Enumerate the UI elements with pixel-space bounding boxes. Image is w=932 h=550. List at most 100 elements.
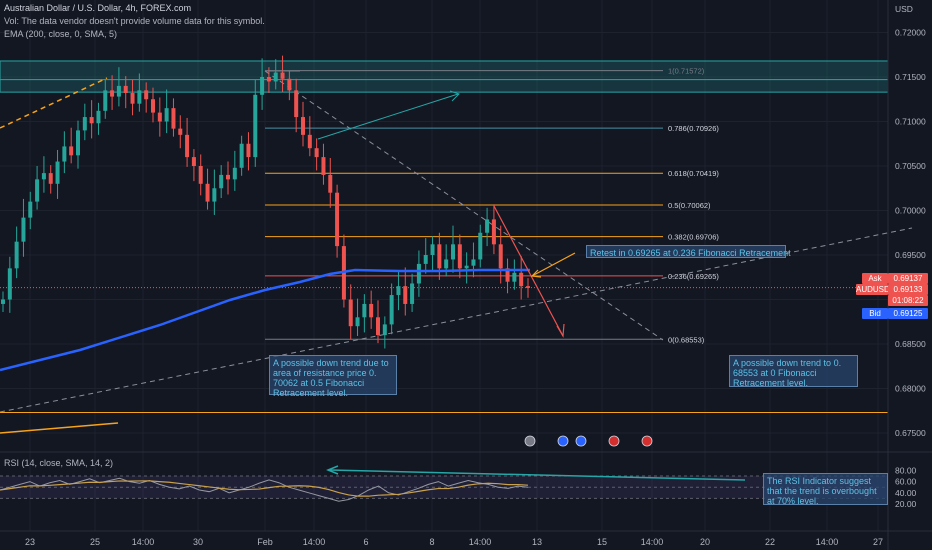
candle-body-5: [35, 179, 40, 202]
candle-body-39: [266, 77, 271, 82]
down-arrow-head: [556, 323, 565, 338]
ask-tag: Ask: [862, 273, 888, 284]
candle-body-71: [485, 219, 490, 233]
candle-body-26: [178, 128, 183, 135]
time-tick-5: 14:00: [303, 537, 326, 547]
candle-body-65: [444, 259, 449, 269]
fib-label-0: 1(0.71572): [668, 67, 705, 76]
candle-body-19: [130, 93, 135, 104]
time-tick-12: 20: [700, 537, 710, 547]
candle-body-31: [212, 188, 217, 202]
rising-trendline: [0, 227, 913, 413]
candle-body-77: [526, 286, 530, 288]
au-flag-icon-2: [575, 435, 587, 447]
candle-body-34: [232, 167, 237, 180]
target-arrow-head: [449, 90, 460, 102]
rsi-tick-2: 40.00: [895, 488, 917, 498]
candle-body-7: [48, 173, 53, 184]
au-flag-icon: [557, 435, 569, 447]
rsi-tick-0: 80.00: [895, 465, 917, 475]
retest-annotation[interactable]: Retest in 0.69265 at 0.236 Fibonacci Ret…: [586, 245, 791, 258]
candle-body-56: [382, 324, 387, 336]
down-arrow-line: [493, 205, 564, 337]
candle-body-21: [144, 90, 149, 100]
candle-body-44: [301, 117, 305, 135]
us-flag-icon-2: [641, 435, 653, 447]
rsi-arrow-head: [325, 465, 339, 475]
candle-body-29: [198, 166, 203, 184]
candle-body-76: [519, 272, 524, 287]
candle-body-40: [273, 72, 278, 82]
candle-body-54: [369, 303, 374, 318]
candle-body-17: [116, 85, 121, 97]
candle-body-18: [123, 85, 128, 94]
fib-label-1: 0.786(0.70926): [668, 124, 719, 133]
time-tick-2: 14:00: [132, 537, 155, 547]
time-tick-1: 25: [90, 537, 100, 547]
ema-legend[interactable]: EMA (200, close, 0, SMA, 5): [4, 29, 118, 39]
candle-body-28: [191, 157, 196, 166]
downtrend-annotation-1[interactable]: A possible down trend due to area of res…: [269, 355, 397, 398]
ask-price-label: 0.69137: [888, 273, 928, 284]
candle-body-43: [294, 90, 299, 118]
candle-body-1: [7, 268, 12, 300]
price-tick-8: 0.68000: [895, 384, 926, 394]
time-tick-9: 13: [532, 537, 542, 547]
rsi-tick-3: 20.00: [895, 499, 917, 509]
candle-body-42: [287, 78, 292, 91]
retest-arrow-head: [530, 269, 542, 278]
candle-body-75: [512, 272, 517, 282]
downtrend-annotation-2[interactable]: A possible down trend to 0. 68553 at 0 F…: [729, 355, 858, 388]
candle-body-66: [451, 244, 455, 260]
price-tick-1: 0.71500: [895, 72, 926, 82]
candle-body-0: [1, 299, 5, 304]
price-tick-7: 0.68500: [895, 339, 926, 349]
candle-body-48: [328, 174, 333, 193]
candle-body-6: [41, 173, 46, 180]
candle-body-20: [137, 90, 142, 104]
candle-body-4: [28, 201, 33, 218]
time-tick-15: 27: [873, 537, 883, 547]
candle-body-60: [410, 283, 415, 304]
time-tick-8: 14:00: [469, 537, 492, 547]
price-tick-5: 0.69500: [895, 250, 926, 260]
candle-body-74: [505, 268, 510, 282]
rsi-legend[interactable]: RSI (14, close, SMA, 14, 2): [4, 458, 114, 468]
candle-body-14: [96, 110, 101, 124]
candle-body-16: [110, 90, 115, 97]
candle-body-46: [314, 148, 319, 158]
countdown-label: 01:08:22: [888, 295, 928, 306]
last-price-label: 0.69133: [888, 284, 928, 295]
volume-note: Vol: The data vendor doesn't provide vol…: [4, 16, 265, 26]
time-tick-10: 15: [597, 537, 607, 547]
time-tick-14: 14:00: [816, 537, 839, 547]
candle-body-22: [151, 99, 155, 113]
candle-body-12: [82, 117, 87, 131]
price-tick-9: 0.67500: [895, 428, 926, 438]
candle-body-62: [423, 255, 428, 264]
candle-body-24: [164, 108, 169, 122]
ema-200-line: [0, 268, 530, 372]
price-tick-3: 0.70500: [895, 161, 926, 171]
candle-body-35: [239, 143, 244, 168]
candle-body-13: [89, 117, 94, 124]
fib-label-4: 0.382(0.69706): [668, 233, 719, 242]
time-tick-7: 8: [429, 537, 434, 547]
fib-label-6: 0(0.68553): [668, 335, 705, 344]
candle-body-9: [62, 146, 67, 162]
bid-tag: Bid: [862, 308, 888, 319]
candle-body-59: [403, 286, 408, 304]
candle-body-69: [471, 259, 476, 266]
time-tick-6: 6: [363, 537, 368, 547]
rsi-tick-1: 60.00: [895, 477, 917, 487]
symbol-title: Australian Dollar / U.S. Dollar, 4h, FOR…: [4, 3, 192, 13]
falling-trendline: [264, 70, 664, 341]
candle-body-27: [185, 134, 190, 158]
candle-body-64: [437, 244, 442, 269]
rsi-annotation[interactable]: The RSI Indicator suggest that the trend…: [763, 473, 888, 506]
target-arrow-line: [317, 93, 459, 140]
candle-body-37: [253, 94, 258, 158]
fib-label-2: 0.618(0.70419): [668, 169, 719, 178]
candle-body-70: [478, 232, 483, 260]
